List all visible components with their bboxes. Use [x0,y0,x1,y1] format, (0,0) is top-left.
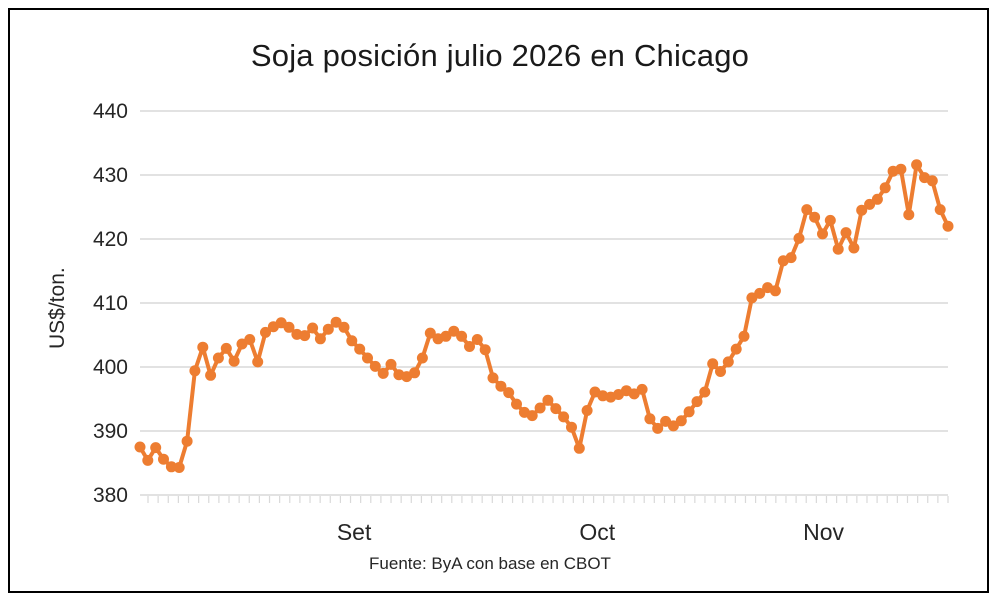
y-tick-label: 440 [93,100,128,123]
data-point-marker [409,367,421,379]
data-point-marker [189,365,201,377]
data-point-marker [942,220,954,232]
data-point-marker [801,204,813,216]
data-point-marker [667,420,679,432]
data-point-marker [205,369,217,381]
y-tick-label: 430 [93,164,128,187]
data-point-marker [503,387,515,399]
data-point-marker [856,204,868,216]
y-tick-label: 380 [93,484,128,507]
data-point-marker [526,410,538,422]
data-point-marker [832,243,844,255]
data-point-marker [675,415,687,427]
data-point-marker [369,360,381,372]
y-tick-label: 420 [93,228,128,251]
data-point-marker [895,163,907,175]
data-point-marker [346,335,358,347]
data-point-marker [934,204,946,216]
chart-title: Soja posición julio 2026 en Chicago [250,38,750,73]
data-point-marker [448,325,460,337]
data-point-marker [252,356,264,368]
data-point-marker [464,341,475,352]
data-point-marker [903,209,915,221]
data-point-marker [644,413,656,425]
source-note: Fuente: ByA con base en CBOT [369,554,611,573]
data-point-marker [652,422,664,434]
data-point-marker [848,242,860,254]
data-point-marker [362,352,373,364]
data-point-marker [581,405,593,416]
data-point-marker [864,198,876,210]
data-point-marker [573,442,585,454]
data-point-marker [260,326,271,338]
data-point-marker [487,372,499,384]
data-point-marker [824,214,836,226]
data-point-marker [416,352,428,364]
data-point-marker [636,383,648,395]
data-point-marker [299,330,311,342]
data-point-marker [283,321,295,333]
data-point-marker [377,367,389,379]
x-tick-label-set: Set [337,519,372,545]
data-point-marker [307,322,319,334]
data-point-marker [181,435,193,447]
data-point-marker [197,341,209,353]
data-point-marker [769,285,781,297]
data-point-marker [173,462,185,473]
series-line [138,162,950,470]
data-point-marker [244,334,256,345]
data-point-marker [440,330,452,342]
data-point-marker [550,403,562,415]
data-point-marker [809,211,821,223]
data-point-marker [150,442,162,454]
data-point-marker [738,330,750,342]
data-point-marker [566,421,577,433]
y-tick-label: 410 [93,292,128,315]
data-point-marker [338,321,350,333]
data-point-marker [722,356,734,368]
data-point-marker [495,380,507,392]
data-point-marker [911,159,923,171]
data-point-marker [785,252,797,264]
data-point-marker [793,232,805,244]
data-point-marker [330,316,342,328]
data-point-marker [558,411,570,423]
data-point-marker [534,402,546,414]
data-point-marker [542,394,554,406]
data-point-marker [142,454,154,466]
data-point-marker [754,287,766,299]
y-tick-label: 390 [93,420,128,443]
x-tick-label-oct: Oct [579,519,615,545]
data-point-marker [691,396,703,408]
data-point-marker [715,366,726,377]
data-point-marker [158,453,169,465]
y-tick-label: 400 [93,356,128,379]
data-point-marker [511,398,522,410]
x-tick-label-nov: Nov [803,519,844,545]
data-point-marker [456,330,468,342]
data-point-marker [871,193,883,205]
data-point-marker [817,228,828,240]
data-point-marker [322,323,334,335]
data-point-marker [220,342,232,354]
data-point-marker [385,358,397,370]
data-point-marker [926,175,938,187]
data-point-marker [314,333,326,345]
data-point-marker [479,344,491,356]
data-point-marker [840,227,852,239]
data-point-marker [228,355,240,367]
data-point-marker [730,343,742,355]
data-point-marker [699,386,711,398]
data-point-marker [471,334,483,345]
data-point-marker [707,358,719,370]
data-point-marker [683,406,695,418]
data-point-marker [212,352,224,364]
data-point-marker [424,327,436,339]
data-point-marker [134,441,146,453]
data-point-marker [879,182,891,194]
data-point-marker [354,343,366,355]
